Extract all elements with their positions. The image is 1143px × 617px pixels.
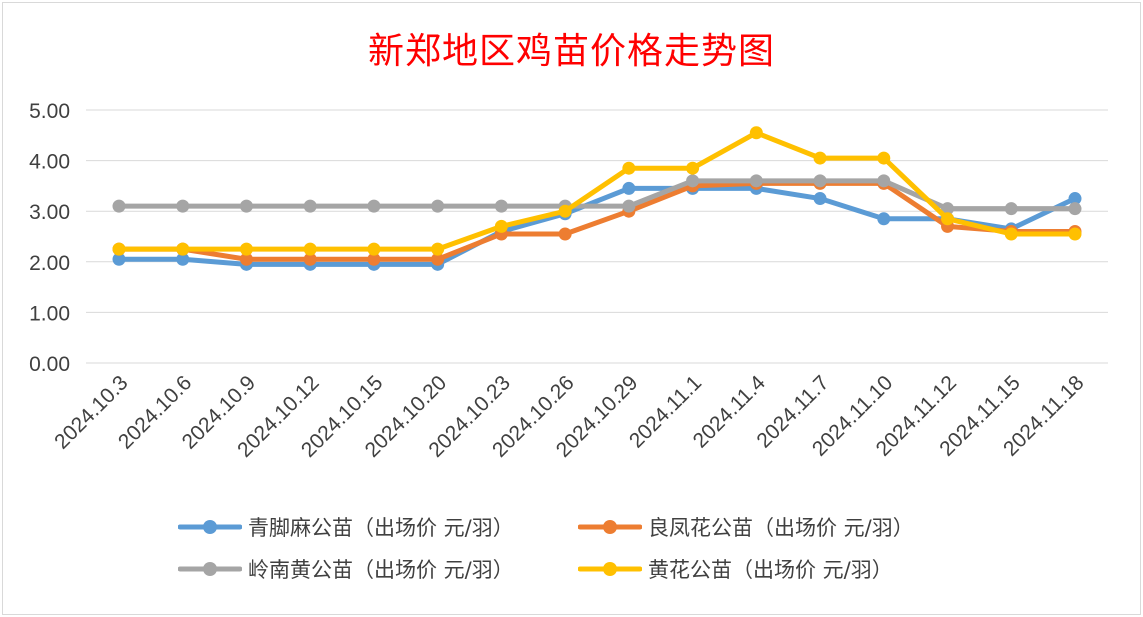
data-point xyxy=(622,181,636,195)
data-point xyxy=(1004,202,1018,216)
data-point xyxy=(941,212,955,226)
legend-swatch xyxy=(178,562,242,576)
data-point xyxy=(813,192,827,206)
data-point xyxy=(239,199,253,213)
data-point xyxy=(941,202,955,216)
data-point xyxy=(303,199,317,213)
legend-swatch xyxy=(578,520,642,534)
legend-item: 青脚麻公苗（出场价 元/羽） xyxy=(178,512,514,542)
data-point xyxy=(558,227,572,241)
y-tick-label: 1.00 xyxy=(29,302,70,325)
data-point xyxy=(176,199,190,213)
legend-swatch xyxy=(578,562,642,576)
data-point xyxy=(558,204,572,218)
data-point xyxy=(877,151,891,165)
data-point xyxy=(749,174,763,188)
data-point xyxy=(686,174,700,188)
series-line xyxy=(116,185,1078,267)
data-point xyxy=(813,151,827,165)
data-point xyxy=(367,252,381,266)
data-point xyxy=(239,252,253,266)
y-tick-label: 3.00 xyxy=(29,201,70,224)
data-point xyxy=(494,199,508,213)
data-point xyxy=(176,252,190,266)
series-4 xyxy=(112,126,1082,256)
chart-title: 新郑地区鸡苗价格走势图 xyxy=(367,31,775,72)
legend-item: 良凤花公苗（出场价 元/羽） xyxy=(578,512,914,542)
data-point xyxy=(431,199,445,213)
legend-label: 良凤花公苗（出场价 元/羽） xyxy=(648,516,914,540)
data-point xyxy=(367,199,381,213)
data-point xyxy=(1068,202,1082,216)
legend-item: 黄花公苗（出场价 元/羽） xyxy=(578,554,893,584)
data-point xyxy=(239,242,253,256)
y-tick-label: 4.00 xyxy=(29,151,70,174)
legend-label: 青脚麻公苗（出场价 元/羽） xyxy=(248,516,514,540)
series-line xyxy=(116,130,1078,252)
legend-item: 岭南黄公苗（出场价 元/羽） xyxy=(178,554,514,584)
data-point xyxy=(303,242,317,256)
data-point xyxy=(686,161,700,175)
data-point xyxy=(1068,227,1082,241)
data-point xyxy=(367,242,381,256)
data-point xyxy=(431,242,445,256)
y-tick-label: 5.00 xyxy=(29,100,70,123)
series-line xyxy=(116,180,1078,262)
data-point xyxy=(622,199,636,213)
legend-label: 黄花公苗（出场价 元/羽） xyxy=(648,558,893,582)
legend-label: 岭南黄公苗（出场价 元/羽） xyxy=(248,558,514,582)
data-point xyxy=(1068,192,1082,206)
data-point xyxy=(112,199,126,213)
data-point xyxy=(112,242,126,256)
data-point xyxy=(303,252,317,266)
data-point xyxy=(877,212,891,226)
data-point xyxy=(622,161,636,175)
data-point xyxy=(1004,227,1018,241)
data-point xyxy=(494,219,508,233)
series-3 xyxy=(112,174,1082,216)
data-point xyxy=(877,174,891,188)
y-tick-label: 2.00 xyxy=(29,252,70,275)
data-point xyxy=(813,174,827,188)
data-point xyxy=(112,252,126,266)
series-line xyxy=(116,178,1078,212)
data-point xyxy=(749,126,763,140)
legend-swatch xyxy=(178,520,242,534)
data-point xyxy=(176,242,190,256)
y-tick-label: 0.00 xyxy=(29,353,70,376)
data-point xyxy=(431,252,445,266)
